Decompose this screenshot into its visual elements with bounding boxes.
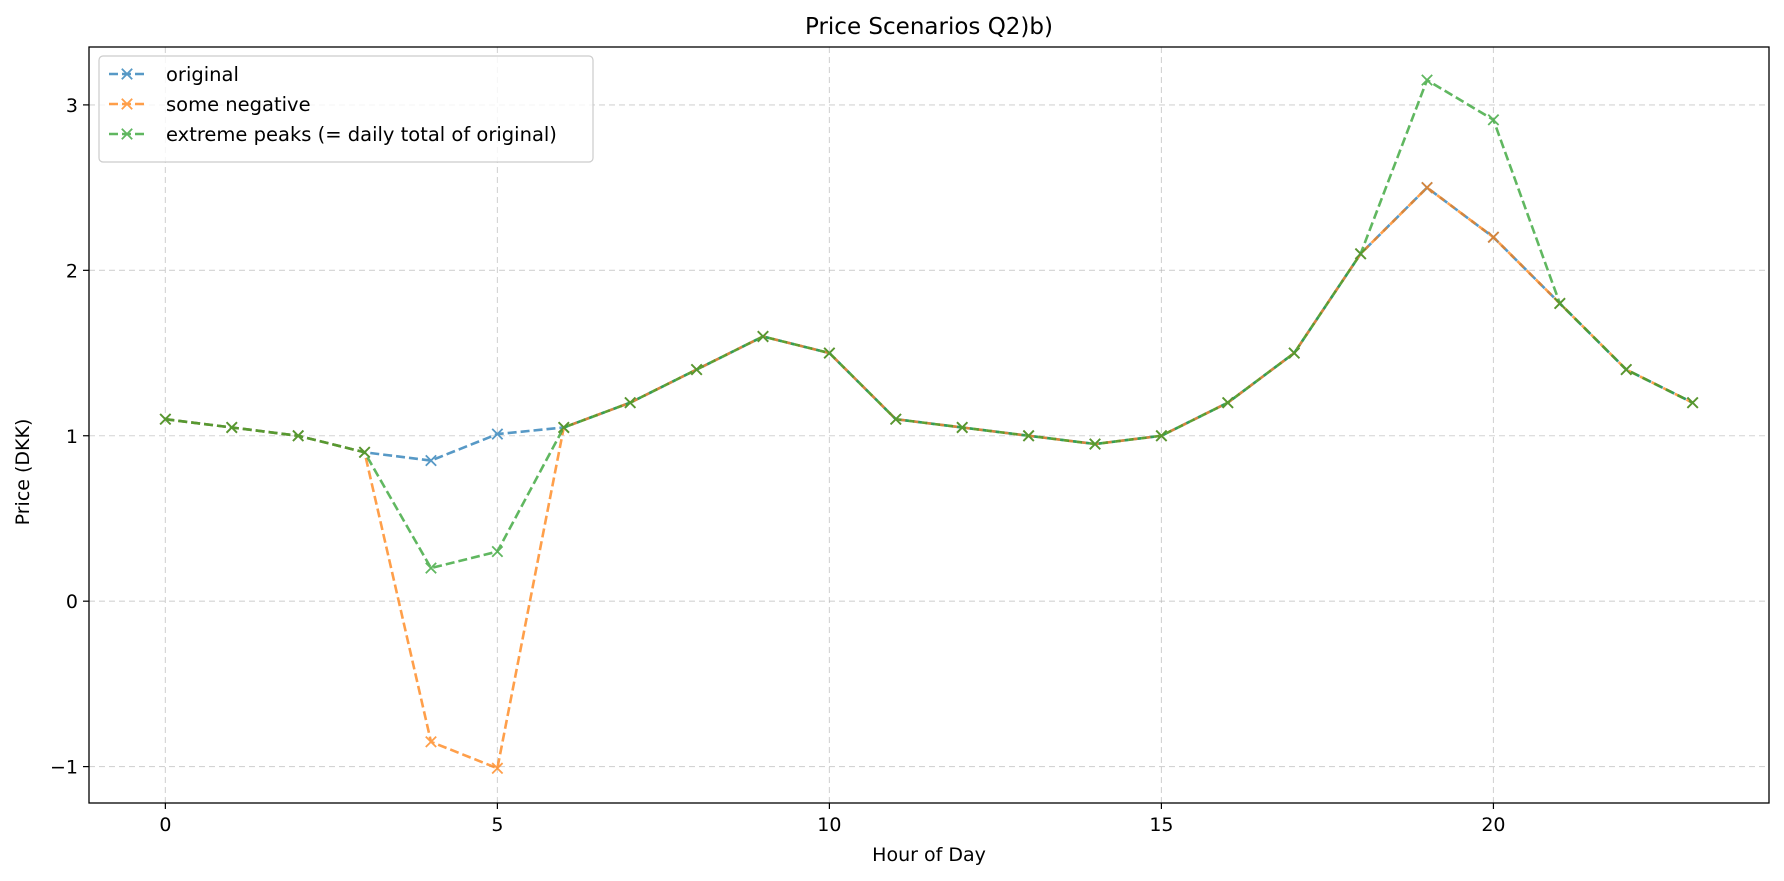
data-point-marker bbox=[425, 454, 437, 467]
legend-label: some negative bbox=[166, 93, 311, 116]
data-point-marker bbox=[491, 762, 504, 775]
data-point-marker bbox=[1553, 297, 1566, 310]
data-point-marker bbox=[1354, 247, 1367, 260]
series-layer bbox=[159, 74, 1699, 775]
legend-swatch-marker bbox=[121, 98, 133, 110]
data-point-marker bbox=[1221, 396, 1234, 409]
data-point-marker bbox=[491, 545, 504, 558]
grid-lines bbox=[89, 47, 1769, 803]
y-tick-label: −1 bbox=[50, 757, 78, 779]
data-point-marker bbox=[225, 421, 238, 434]
legend-swatch-marker bbox=[121, 68, 133, 80]
legend-swatch bbox=[109, 98, 145, 110]
x-tick-label: 15 bbox=[1149, 814, 1173, 836]
data-point-marker bbox=[1487, 231, 1500, 244]
data-point-marker bbox=[159, 413, 172, 426]
legend-swatch bbox=[109, 68, 145, 80]
data-point-marker bbox=[823, 347, 836, 359]
data-point-marker bbox=[1288, 347, 1301, 359]
data-point-marker bbox=[1487, 113, 1500, 126]
data-point-marker bbox=[557, 421, 570, 434]
x-axis-label: Hour of Day bbox=[872, 844, 986, 866]
data-point-marker bbox=[757, 330, 769, 343]
series-line bbox=[165, 78, 1694, 570]
data-point-marker bbox=[624, 396, 637, 409]
x-tick-label: 0 bbox=[159, 814, 171, 836]
legend-item: extreme peaks (= daily total of original… bbox=[109, 123, 557, 146]
legend-item: original bbox=[109, 63, 239, 86]
y-tick-label: 3 bbox=[66, 95, 78, 117]
series-3 bbox=[159, 74, 1699, 574]
data-point-marker bbox=[1022, 429, 1035, 442]
series-line bbox=[165, 186, 1694, 770]
data-point-marker bbox=[1155, 429, 1168, 442]
data-point-marker bbox=[1089, 438, 1101, 450]
y-tick-label: 1 bbox=[66, 426, 78, 448]
data-point-marker bbox=[956, 421, 969, 434]
legend-swatch bbox=[109, 128, 145, 140]
y-tick-label: 2 bbox=[66, 260, 78, 282]
axis-ticks: 0 5 10 15 20 −1 0 1 2 3 bbox=[50, 95, 1506, 836]
data-point-marker bbox=[1686, 396, 1699, 409]
x-tick-label: 10 bbox=[817, 814, 841, 836]
data-point-marker bbox=[292, 429, 305, 442]
data-point-marker bbox=[1620, 363, 1633, 376]
data-point-marker bbox=[1421, 74, 1433, 86]
chart-legend: original some negative extreme peaks (= da… bbox=[98, 55, 594, 163]
legend-label: original bbox=[166, 63, 239, 86]
legend-box bbox=[98, 55, 594, 163]
chart-title: Price Scenarios Q2)b) bbox=[805, 14, 1053, 40]
data-point-marker bbox=[358, 446, 371, 459]
y-tick-label: 0 bbox=[66, 591, 78, 613]
data-point-marker bbox=[690, 363, 703, 376]
data-point-marker bbox=[425, 735, 437, 748]
data-point-marker bbox=[491, 428, 504, 440]
plot-area-frame bbox=[88, 46, 1770, 804]
data-point-marker bbox=[1421, 181, 1433, 194]
legend-label: extreme peaks (= daily total of original… bbox=[166, 123, 557, 146]
legend-swatch-marker bbox=[121, 128, 133, 140]
y-axis-label: Price (DKK) bbox=[12, 419, 34, 526]
data-point-marker bbox=[889, 413, 902, 426]
x-tick-label: 20 bbox=[1481, 814, 1505, 836]
x-tick-label: 5 bbox=[491, 814, 503, 836]
data-point-marker bbox=[425, 562, 437, 574]
legend-item: some negative bbox=[109, 93, 311, 116]
